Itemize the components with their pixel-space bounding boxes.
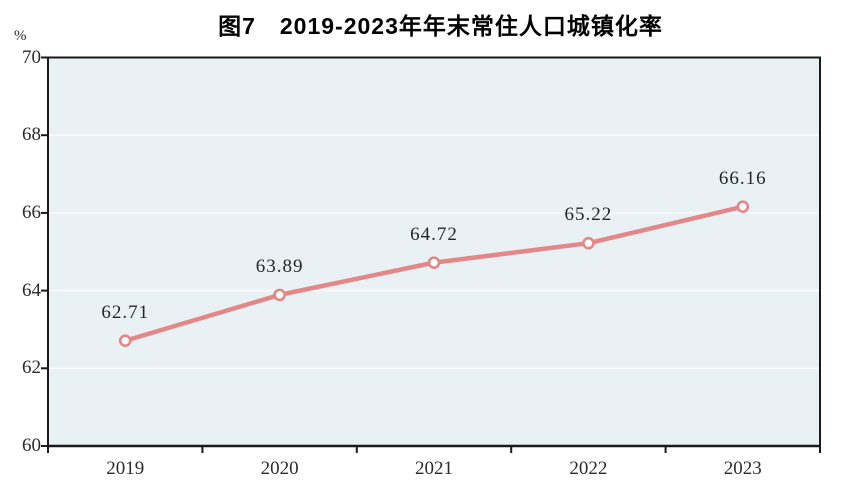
x-tick-label: 2020	[260, 458, 299, 479]
data-point-marker	[118, 334, 132, 348]
data-point-marker	[273, 288, 286, 302]
data-point-marker	[736, 200, 750, 213]
plot-area	[48, 57, 820, 446]
chart-title: 图7 2019-2023年年末常住人口城镇化率	[218, 13, 663, 39]
y-tick-label: 68	[22, 124, 41, 146]
y-tick-label: 64	[22, 279, 41, 301]
data-point-label: 66.16	[718, 167, 767, 189]
data-point-label: 65.22	[564, 204, 613, 226]
y-tick-label: 66	[22, 201, 41, 223]
x-tick-label: 2019	[106, 458, 145, 479]
data-point-label: 62.71	[101, 301, 150, 323]
data-point-marker	[582, 236, 595, 250]
x-tick-label: 2022	[569, 458, 608, 479]
x-tick-label: 2023	[723, 458, 762, 479]
y-tick-label: 70	[22, 46, 41, 68]
data-point-marker	[427, 256, 441, 269]
y-tick-label: 60	[22, 435, 41, 456]
y-axis-unit-label: %	[14, 28, 27, 44]
data-point-label: 64.72	[410, 223, 458, 245]
data-point-label: 63.89	[255, 255, 304, 277]
y-tick-label: 62	[22, 357, 41, 379]
x-tick-label: 2021	[415, 458, 453, 479]
